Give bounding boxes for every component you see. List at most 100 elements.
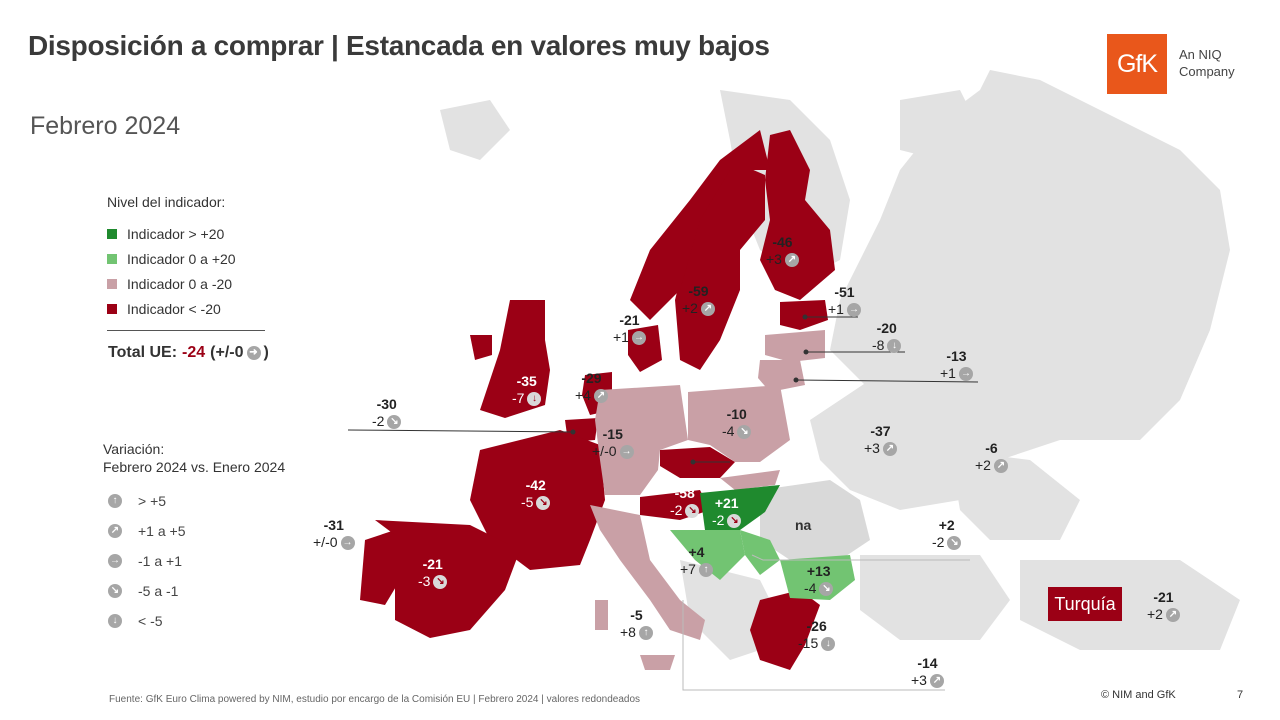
legend-item: Indicador < -20 <box>107 301 221 317</box>
legend-swatch <box>107 279 117 289</box>
country-change: -3 <box>418 573 431 589</box>
label-cyprus: -14 +3 ↗ <box>911 655 944 689</box>
turkey-box: Turquía <box>1048 587 1122 621</box>
sicily-shape <box>640 655 675 670</box>
arrow-up-icon: ↑ <box>638 625 653 640</box>
country-value: -59 <box>688 283 709 299</box>
source-note: Fuente: GfK Euro Clima powered by NIM, e… <box>109 694 641 705</box>
country-change: +3 <box>766 251 782 267</box>
portugal-shape <box>360 530 400 605</box>
country-value: -30 <box>376 396 397 412</box>
variation-label: < -5 <box>138 613 163 629</box>
label-austria: -58 -2 ↘ <box>670 485 700 519</box>
legend-swatch <box>107 254 117 264</box>
country-value: -51 <box>834 284 855 300</box>
italy-shape <box>590 505 705 640</box>
greece-shape <box>750 590 820 670</box>
label-denmark: -21 +1 → <box>613 312 646 346</box>
legend-label: Indicador 0 a +20 <box>127 251 236 267</box>
uk-shape <box>480 300 550 418</box>
country-change: -4 <box>804 580 817 596</box>
norway-shape <box>630 130 770 320</box>
arrow-up-right-icon: ↗ <box>993 458 1008 473</box>
label-estonia: -51 +1 → <box>828 284 861 318</box>
country-value: +4 <box>688 544 705 560</box>
variation-item: ↗ +1 a +5 <box>108 523 186 539</box>
sardinia-shape <box>595 600 608 630</box>
country-value: -21 <box>1153 589 1174 605</box>
label-slovakia: -6 +2 ↗ <box>975 440 1008 474</box>
country-value: -31 <box>323 517 344 533</box>
variation-label: > +5 <box>138 493 167 509</box>
country-value: -26 <box>806 618 827 634</box>
logo-tagline: An NIQ Company <box>1179 47 1235 79</box>
arrow-up-icon: ↑ <box>698 562 713 577</box>
country-change: +1 <box>613 329 629 345</box>
label-romania-side: +2 -2 ↘ <box>932 517 962 551</box>
arrow-down-right-icon: ↘ <box>387 414 402 429</box>
country-value: -35 <box>516 373 537 389</box>
country-change: +/-0 <box>313 534 338 550</box>
total-change-close: ) <box>263 344 269 361</box>
variation-item: ↘ -5 a -1 <box>108 583 178 599</box>
arrow-down-right-icon: ↘ <box>685 503 700 518</box>
variation-item: → -1 a +1 <box>108 553 182 569</box>
bulgaria-shape <box>780 555 855 600</box>
label-bulgaria: +13 -4 ↘ <box>804 563 834 597</box>
country-change: +4 <box>575 387 591 403</box>
arrow-down-right-icon: ↘ <box>727 513 742 528</box>
country-change: +2 <box>1147 606 1163 622</box>
country-change: +/-0 <box>592 443 617 459</box>
arrow-up-right-icon: ↗ <box>700 301 715 316</box>
legend-swatch <box>107 304 117 314</box>
label-turkey: -21 +2 ↗ <box>1147 589 1180 623</box>
country-change: -2 <box>712 512 725 528</box>
arrow-down-right-icon: ↘ <box>819 581 834 596</box>
leader-lines <box>347 316 979 691</box>
country-change: -7 <box>512 390 525 406</box>
germany-shape <box>595 385 688 495</box>
country-value: -29 <box>581 370 602 386</box>
latvia-shape <box>765 330 825 362</box>
sweden-shape <box>675 160 765 370</box>
country-change: +8 <box>620 624 636 640</box>
country-change: +3 <box>864 440 880 456</box>
country-change: +1 <box>940 365 956 381</box>
legend-item: Indicador > +20 <box>107 226 224 242</box>
legend-label: Indicador < -20 <box>127 301 221 317</box>
lithuania-shape <box>758 360 805 392</box>
label-latvia: -20 -8 ↓ <box>872 320 902 354</box>
country-change: -15 <box>798 635 819 651</box>
arrow-right-icon: → <box>340 535 355 550</box>
arrow-down-icon: ↓ <box>821 636 836 651</box>
legend-title: Nivel del indicador: <box>107 194 226 210</box>
country-change: -2 <box>670 502 683 518</box>
arrow-down-icon: ↓ <box>527 391 542 406</box>
total-eu: Total UE: -24 (+/-0 ➜ ) <box>108 344 269 362</box>
arrow-up-icon: ↑ <box>108 494 122 508</box>
arrow-right-icon: → <box>108 554 122 568</box>
country-value: -20 <box>876 320 897 336</box>
variation-title-line1: Variación: <box>103 441 165 457</box>
variation-item: ↑ > +5 <box>108 493 166 509</box>
country-change: +3 <box>911 672 927 688</box>
arrow-up-right-icon: ↗ <box>1165 607 1180 622</box>
legend-divider <box>107 330 265 331</box>
legend-label: Indicador > +20 <box>127 226 225 242</box>
variation-item: ↓ < -5 <box>108 613 163 629</box>
variation-label: -1 a +1 <box>138 553 182 569</box>
country-change: +7 <box>680 561 696 577</box>
country-change: +2 <box>682 300 698 316</box>
latvia-dot <box>803 349 809 355</box>
country-change: +1 <box>828 301 844 317</box>
poland-shape <box>688 385 790 462</box>
arrow-down-right-icon: ↘ <box>108 584 122 598</box>
country-value: -10 <box>726 406 747 422</box>
finland-shape <box>760 130 835 300</box>
arrow-right-icon: → <box>958 366 973 381</box>
arrow-up-right-icon: ↗ <box>593 388 608 403</box>
country-value: -6 <box>985 440 998 456</box>
label-croatia: +4 +7 ↑ <box>680 544 713 578</box>
serbia-region-shape <box>740 530 780 575</box>
